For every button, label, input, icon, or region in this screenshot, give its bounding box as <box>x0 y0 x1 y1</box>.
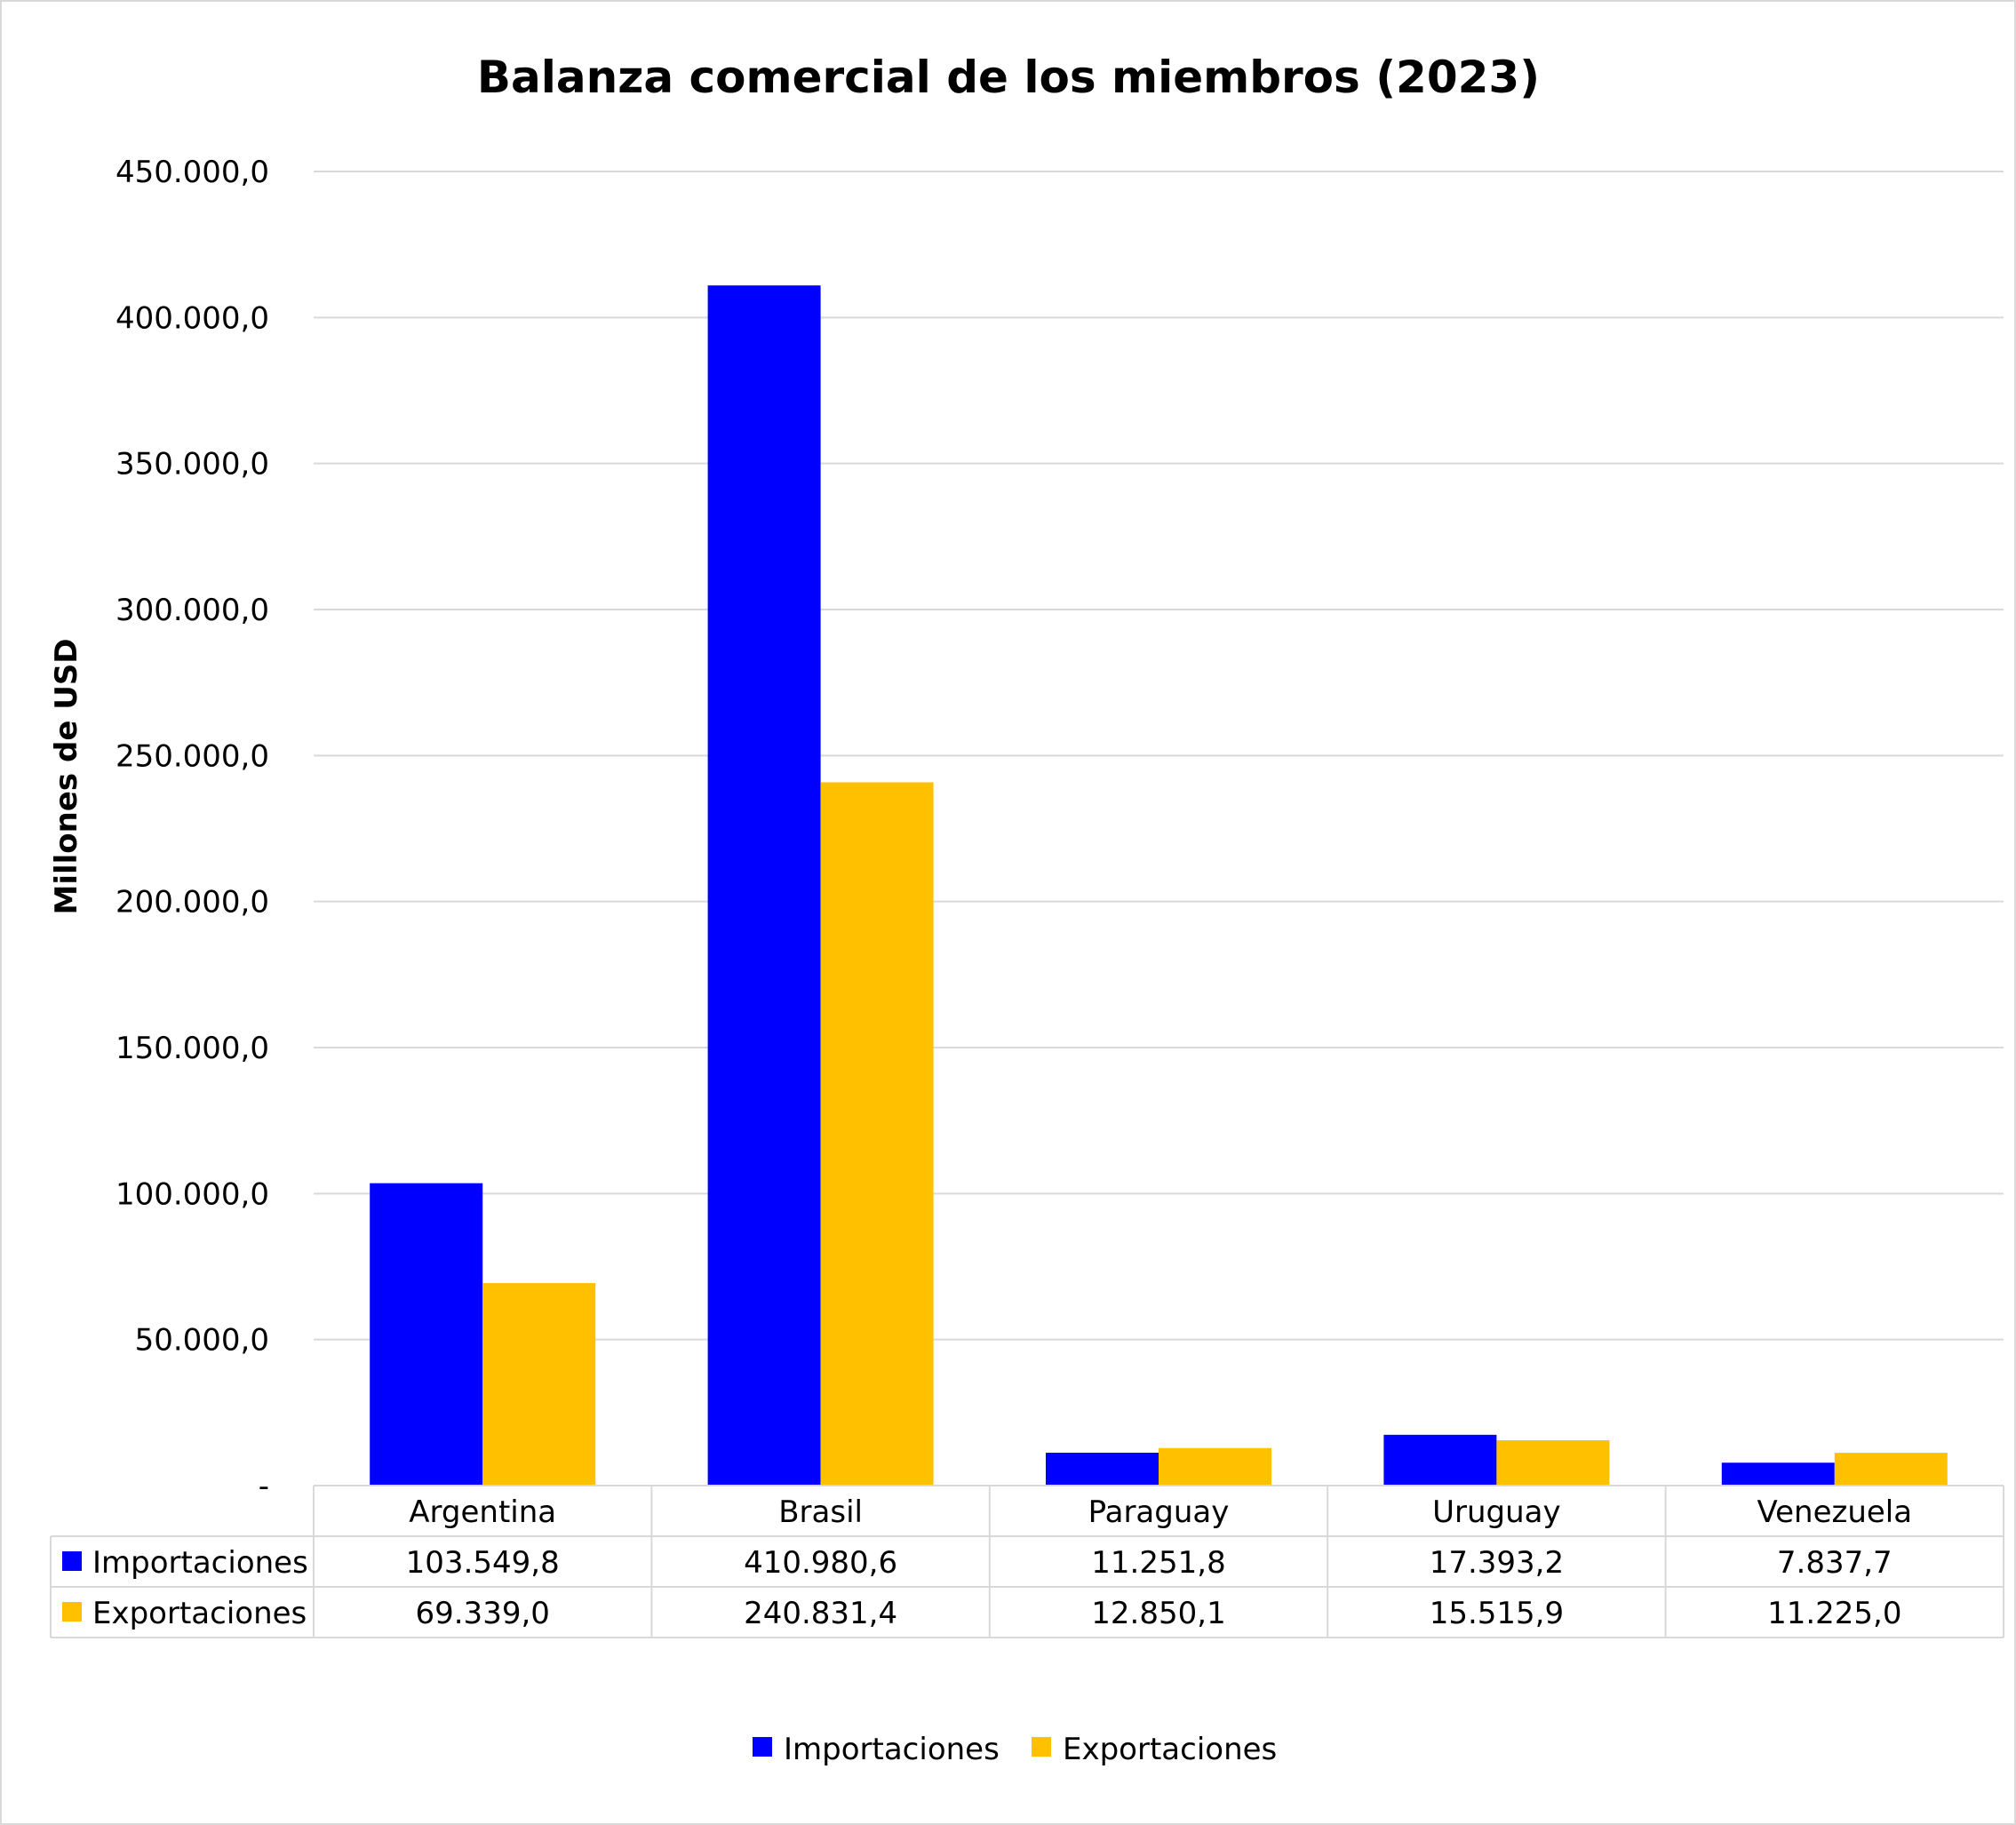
data-label: 15.515,9 <box>1430 1596 1564 1631</box>
data-label: 11.225,0 <box>1767 1596 1901 1631</box>
bar-exportaciones-venezuela <box>1834 1453 1948 1486</box>
table-series-name: Importaciones <box>92 1545 308 1581</box>
category-label: Venezuela <box>1757 1494 1912 1530</box>
category-label: Uruguay <box>1432 1494 1561 1530</box>
y-tick-label: 300.000,0 <box>116 593 269 628</box>
data-label: 103.549,8 <box>406 1545 560 1581</box>
data-label: 11.251,8 <box>1091 1545 1225 1581</box>
bar-importaciones-argentina <box>370 1183 483 1486</box>
data-label: 12.850,1 <box>1091 1596 1225 1631</box>
y-tick-label: 450.000,0 <box>116 155 269 190</box>
data-label: 69.339,0 <box>415 1596 549 1631</box>
table-series-name: Exportaciones <box>92 1596 307 1631</box>
bar-importaciones-uruguay <box>1383 1434 1497 1486</box>
y-tick-label: 50.000,0 <box>135 1323 269 1359</box>
bar-importaciones-brasil <box>707 285 821 1486</box>
data-label: 410.980,6 <box>744 1545 897 1581</box>
y-axis-ticks: - 50.000,0 100.000,0 150.000,0 200.000,0 250.… <box>116 155 269 1504</box>
legend-label-exportaciones: Exportaciones <box>1063 1732 1277 1767</box>
data-label: 7.837,7 <box>1777 1545 1892 1581</box>
y-tick-label: 250.000,0 <box>116 738 269 774</box>
y-tick-label: 350.000,0 <box>116 447 269 482</box>
legend-swatch-importaciones <box>753 1737 772 1757</box>
bar-importaciones-venezuela <box>1721 1462 1835 1486</box>
y-tick-label: 200.000,0 <box>116 885 269 920</box>
y-tick-label: 100.000,0 <box>116 1176 269 1212</box>
data-label: 17.393,2 <box>1430 1545 1564 1581</box>
bar-importaciones-paraguay <box>1046 1453 1159 1486</box>
chart-title: Balanza comercial de los miembros (2023) <box>477 52 1540 103</box>
table-legend-key <box>62 1602 82 1622</box>
bars <box>370 285 1948 1486</box>
category-label: Brasil <box>778 1494 863 1530</box>
bar-exportaciones-paraguay <box>1159 1447 1271 1486</box>
legend-label-importaciones: Importaciones <box>784 1732 1000 1767</box>
table-legend-key <box>62 1551 82 1571</box>
y-axis-label: Millones de USD <box>49 638 84 914</box>
bar-exportaciones-brasil <box>820 782 934 1486</box>
category-label: Argentina <box>409 1494 556 1530</box>
legend-swatch-exportaciones <box>1032 1737 1051 1757</box>
category-label: Paraguay <box>1088 1494 1230 1530</box>
y-tick-label: 400.000,0 <box>116 300 269 336</box>
data-table: Argentina Brasil Paraguay Uruguay Venezuela I… <box>50 1485 2004 1638</box>
bar-exportaciones-uruguay <box>1496 1440 1610 1486</box>
legend: Importaciones Exportaciones <box>753 1732 1277 1767</box>
y-tick-label: 150.000,0 <box>116 1031 269 1066</box>
data-label: 240.831,4 <box>744 1596 897 1631</box>
y-tick-label: - <box>259 1469 269 1504</box>
bar-exportaciones-argentina <box>482 1283 596 1486</box>
